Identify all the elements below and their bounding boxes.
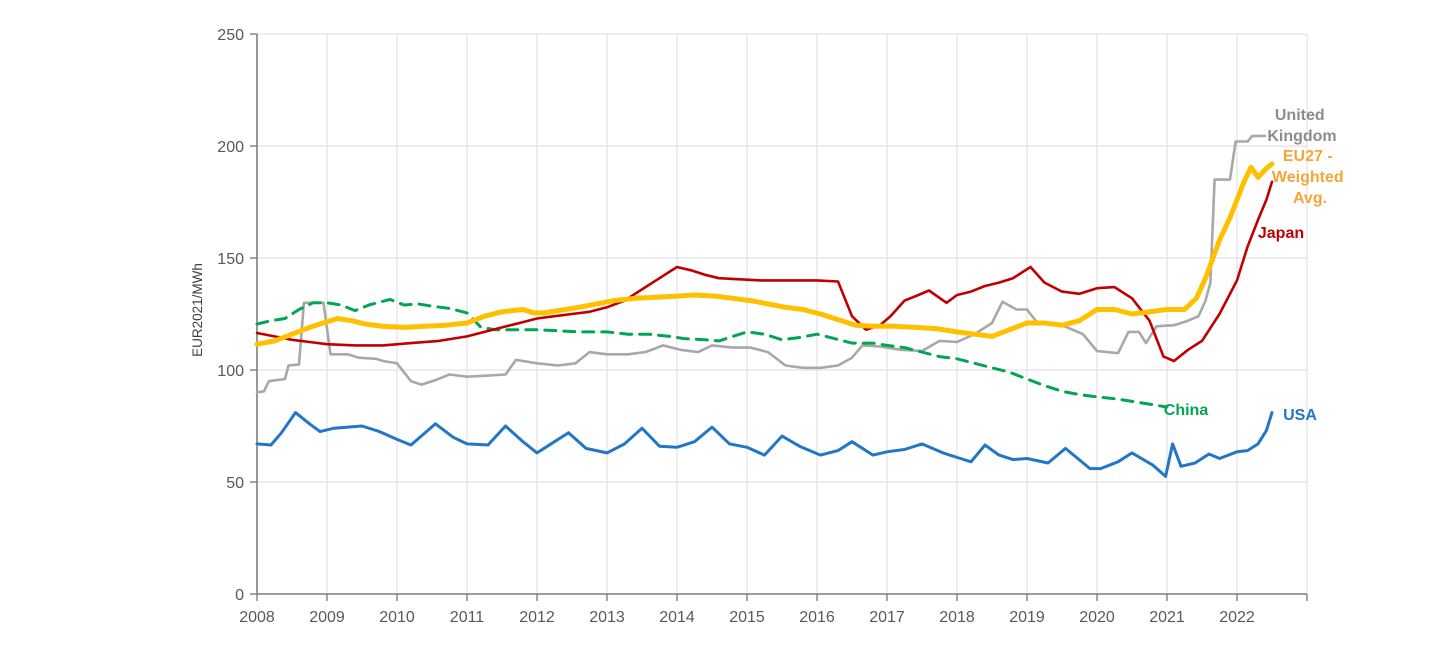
x-tick-label-2011: 2011: [450, 609, 485, 626]
x-tick-label-2015: 2015: [729, 609, 765, 626]
line-usa: [255, 411, 1274, 478]
label-japan: Japan: [1258, 225, 1304, 242]
x-tick-label-2018: 2018: [939, 609, 975, 626]
x-tick-label-2009: 2009: [309, 609, 345, 626]
x-tick-label-2013: 2013: [589, 609, 625, 626]
y-tick-label-200: 200: [217, 139, 244, 156]
x-tick-label-2020: 2020: [1079, 609, 1115, 626]
horizontal-gridlines: [257, 33, 1307, 483]
x-tick-label-2012: 2012: [519, 609, 555, 626]
x-tick-label-2021: 2021: [1149, 609, 1185, 626]
label-usa: USA: [1283, 407, 1317, 424]
y-tick-label-250: 250: [217, 27, 244, 44]
axes: [256, 34, 1307, 595]
line-japan: [255, 180, 1274, 363]
line-china: [255, 297, 1169, 409]
x-tick-label-2017: 2017: [869, 609, 905, 626]
label-eu27-weighted-avg: EU27 - Weighted Avg.: [1272, 148, 1348, 207]
axis-tick-labels: 0 50 100 150 200 250 2008 2009 2010 2011 2012 2013 2…: [217, 27, 1255, 626]
y-tick-label-0: 0: [235, 587, 244, 604]
y-axis-title: EUR2021/MWh: [190, 263, 205, 357]
axis-ticks: [250, 33, 1308, 601]
x-tick-label-2016: 2016: [799, 609, 835, 626]
line-eu27-weighted-avg: [254, 161, 1275, 347]
label-china: China: [1164, 402, 1209, 419]
x-tick-label-2008: 2008: [239, 609, 275, 626]
line-united-kingdom: [255, 134, 1267, 394]
x-tick-label-2019: 2019: [1009, 609, 1045, 626]
y-tick-label-150: 150: [217, 251, 244, 268]
series-lines: [254, 134, 1275, 478]
x-tick-label-2014: 2014: [659, 609, 695, 626]
label-united-kingdom: United Kingdom: [1267, 107, 1336, 145]
y-tick-label-100: 100: [217, 363, 244, 380]
series-end-labels: United Kingdom EU27 - Weighted Avg. Japa…: [1164, 107, 1348, 424]
y-tick-label-50: 50: [226, 475, 244, 492]
x-tick-label-2010: 2010: [379, 609, 415, 626]
x-tick-label-2022: 2022: [1219, 609, 1255, 626]
